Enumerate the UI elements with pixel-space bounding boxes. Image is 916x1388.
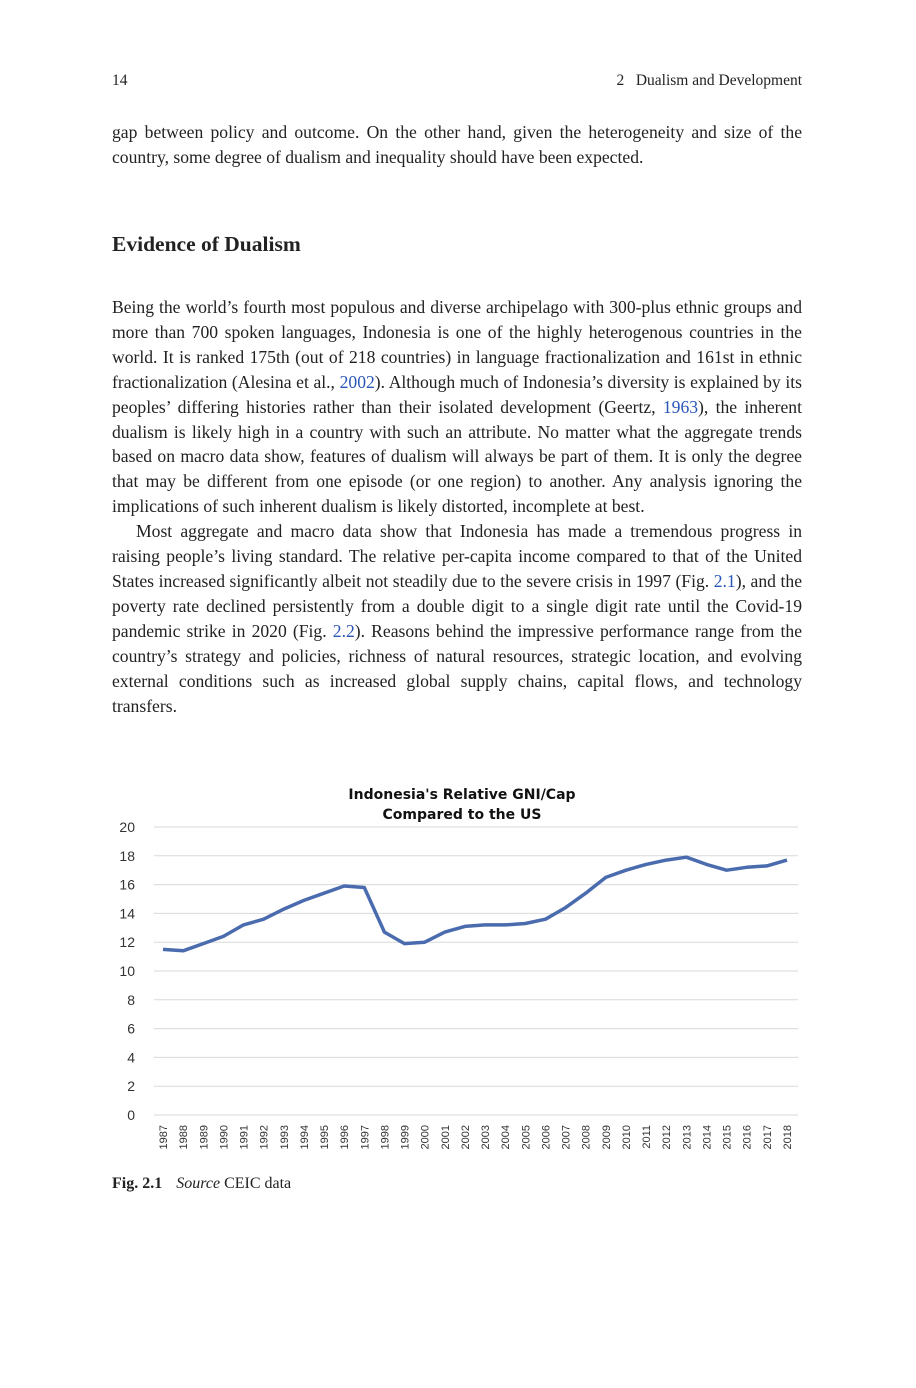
- paragraph-text: ), and the poverty rate declined persist…: [112, 570, 803, 641]
- source-text: CEIC data: [220, 1175, 292, 1192]
- paragraph-text: ). Although much of Indonesia’s diversit…: [112, 371, 802, 417]
- x-tick-label: 1998: [379, 1125, 391, 1149]
- x-tick-label: 1989: [198, 1125, 210, 1149]
- x-tick-label: 1992: [259, 1125, 271, 1149]
- paragraph-2: Most aggregate and macro data show that …: [112, 519, 802, 718]
- x-tick-label: 1996: [339, 1125, 351, 1149]
- paragraph-text: ), the inherent dualism is likely high i…: [112, 396, 802, 517]
- y-tick-label: 20: [119, 819, 135, 835]
- x-tick-label: 2017: [762, 1125, 774, 1149]
- y-tick-label: 0: [127, 1107, 135, 1123]
- y-tick-label: 18: [119, 848, 135, 864]
- figure-label: Fig. 2.1: [112, 1175, 163, 1192]
- x-tick-label: 1999: [400, 1125, 412, 1149]
- chart-series: [162, 855, 788, 953]
- x-tick-label: 2012: [661, 1125, 673, 1149]
- x-tick-label: 2000: [420, 1125, 432, 1149]
- section-body: Being the world’s fourth most populous a…: [112, 295, 802, 718]
- y-tick-label: 4: [127, 1049, 135, 1065]
- page-header: 14 2 Dualism and Development: [112, 72, 802, 94]
- citation-link-alesina[interactable]: 2002: [339, 371, 375, 392]
- x-tick-label: 2007: [561, 1125, 573, 1149]
- page-number: 14: [112, 72, 128, 89]
- x-tick-label: 2014: [701, 1125, 713, 1149]
- y-tick-label: 16: [119, 877, 135, 893]
- x-tick-label: 1988: [178, 1125, 190, 1149]
- y-tick-label: 8: [127, 992, 135, 1008]
- x-tick-label: 2003: [480, 1125, 492, 1149]
- series-line: [162, 855, 788, 953]
- section-heading: Evidence of Dualism: [112, 232, 301, 256]
- citation-link-geertz[interactable]: 1963: [662, 396, 699, 417]
- paragraph-text: ). Reasons behind the impressive perform…: [112, 620, 803, 716]
- x-tick-label: 1990: [218, 1125, 230, 1149]
- x-tick-label: 1991: [239, 1125, 251, 1149]
- running-title: 2 Dualism and Development: [616, 72, 802, 89]
- x-tick-label: 2015: [722, 1125, 734, 1149]
- chart-gridlines: [154, 826, 798, 1116]
- y-axis-ticks: 0 2 4 6 8 10 12 14 16 18 20: [119, 819, 135, 1123]
- y-tick-label: 10: [119, 963, 135, 979]
- y-tick-label: 6: [127, 1021, 135, 1037]
- x-tick-label: 2018: [782, 1125, 794, 1149]
- y-tick-label: 12: [119, 934, 135, 950]
- figure-link-2-2[interactable]: 2.2: [332, 620, 355, 641]
- x-tick-label: 2008: [581, 1125, 593, 1149]
- x-tick-label: 2013: [681, 1125, 693, 1149]
- figure-caption: Fig. 2.1 Source CEIC data: [112, 1175, 291, 1193]
- x-tick-label: 2009: [601, 1125, 613, 1149]
- y-tick-label: 14: [119, 905, 135, 921]
- x-tick-label: 1997: [359, 1125, 371, 1149]
- x-tick-label: 1994: [299, 1125, 311, 1149]
- x-tick-label: 2010: [621, 1125, 633, 1149]
- x-tick-label: 2004: [500, 1125, 512, 1149]
- paragraph-1: Being the world’s fourth most populous a…: [112, 295, 802, 519]
- x-tick-label: 2002: [460, 1125, 472, 1149]
- x-tick-label: 2001: [440, 1125, 452, 1149]
- intro-paragraph: gap between policy and outcome. On the o…: [112, 120, 802, 170]
- chart-title-line-1: Indonesia's Relative GNI/Cap: [348, 787, 575, 803]
- x-tick-label: 2011: [641, 1125, 653, 1149]
- x-tick-label: 2006: [540, 1125, 552, 1149]
- chart-title-line-2: Compared to the US: [383, 807, 542, 823]
- y-tick-label: 2: [127, 1078, 135, 1094]
- source-label: Source: [176, 1175, 221, 1192]
- gni-chart: Indonesia's Relative GNI/Cap Compared to…: [112, 780, 802, 1160]
- x-tick-label: 2016: [742, 1125, 754, 1149]
- x-tick-label: 1993: [279, 1125, 291, 1149]
- x-tick-label: 1987: [158, 1125, 170, 1149]
- paragraph-text: Being the world’s fourth most populous a…: [112, 297, 802, 392]
- x-tick-label: 1995: [319, 1125, 331, 1149]
- paragraph-text: Most aggregate and macro data show that …: [112, 521, 802, 591]
- x-tick-label: 2005: [520, 1125, 532, 1149]
- intro-text: gap between policy and outcome. On the o…: [112, 122, 802, 167]
- x-axis-ticks: 1987 1988 1989 1990 1991 1992 1993 1994 1995 1996…: [158, 1125, 794, 1149]
- chart-svg: Indonesia's Relative GNI/Cap Compared to…: [119, 787, 798, 1149]
- figure-link-2-1[interactable]: 2.1: [713, 570, 736, 591]
